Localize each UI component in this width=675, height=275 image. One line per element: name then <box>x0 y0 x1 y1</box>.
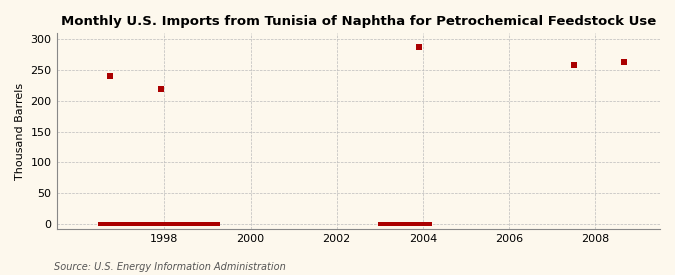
Y-axis label: Thousand Barrels: Thousand Barrels <box>15 82 25 180</box>
Title: Monthly U.S. Imports from Tunisia of Naphtha for Petrochemical Feedstock Use: Monthly U.S. Imports from Tunisia of Nap… <box>61 15 656 28</box>
Text: Source: U.S. Energy Information Administration: Source: U.S. Energy Information Administ… <box>54 262 286 272</box>
